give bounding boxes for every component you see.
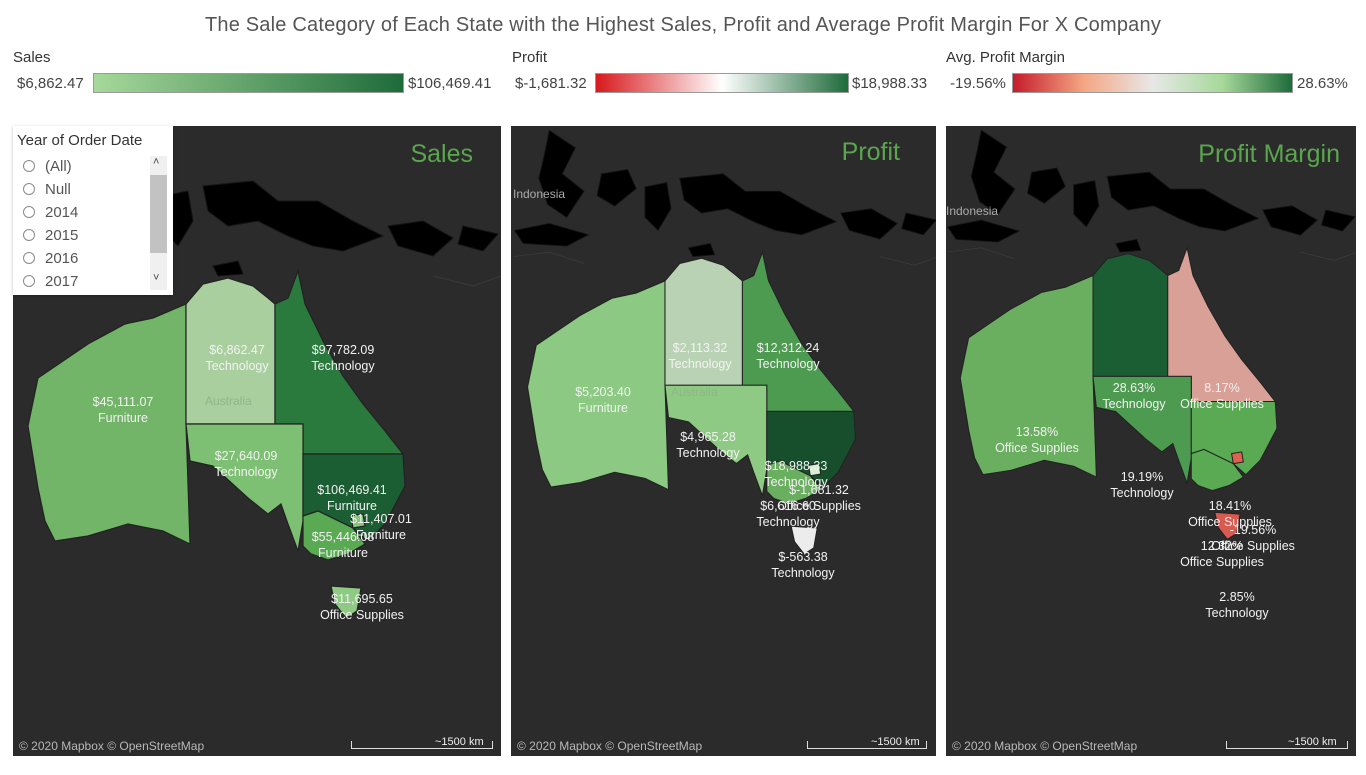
map-label: 13.58% Office Supplies [995, 425, 1079, 455]
region-tas[interactable] [790, 525, 818, 555]
sales-map-title: Sales [410, 140, 473, 168]
radio-button[interactable] [23, 252, 35, 264]
filter-option-null[interactable]: Null [23, 179, 71, 199]
region-wa[interactable] [526, 280, 670, 491]
filter-option-2017[interactable]: 2017 [23, 271, 78, 291]
margin-map-title: Profit Margin [1198, 140, 1340, 168]
map-label: $-563.38 Technology [771, 550, 835, 580]
scroll-up-icon[interactable]: ˄ [153, 156, 160, 168]
region-vic[interactable] [302, 510, 366, 561]
profit-legend-max: $18,988.33 [852, 75, 928, 92]
region-act[interactable] [1231, 451, 1244, 465]
profit-map-svg[interactable] [511, 126, 936, 756]
scale-label: ~1500 km [1288, 736, 1337, 748]
radio-button[interactable] [23, 160, 35, 172]
country-label: Australia [671, 385, 718, 399]
map-attribution[interactable]: © 2020 Mapbox © OpenStreetMap [517, 739, 703, 753]
region-vic[interactable] [766, 460, 822, 505]
map-label: $11,407.01 Furniture [350, 512, 412, 542]
year-filter-title: Year of Order Date [17, 132, 143, 149]
neighbor-country-label: Indonesia [946, 204, 999, 218]
radio-button[interactable] [23, 275, 35, 287]
region-vic[interactable] [1190, 448, 1245, 492]
radio-button[interactable] [23, 183, 35, 195]
map-label: 28.63% Technology [1102, 381, 1166, 411]
map-label: $55,446.08 Furniture [311, 530, 375, 560]
region-tas[interactable] [1214, 511, 1241, 540]
region-wa[interactable] [27, 303, 191, 545]
map-label: $2,113.32 Technology [668, 341, 732, 371]
filter-option-all[interactable]: (All) [23, 156, 72, 176]
year-filter: Year of Order Date (All) Null 2014 2015 … [13, 126, 173, 295]
region-act[interactable] [807, 462, 822, 477]
scale-label: ~1500 km [871, 736, 920, 748]
profit-map-panel[interactable]: Profit Indonesia Australia $2,113.32 Tech… [511, 126, 936, 756]
scroll-down-icon[interactable]: ˅ [153, 272, 160, 284]
map-label: $45,111.07 Furniture [92, 395, 154, 425]
margin-legend-max: 28.63% [1297, 75, 1348, 92]
map-label: $4,965.28 Technology [676, 430, 740, 460]
map-label: $97,782.09 Technology [311, 343, 375, 373]
margin-color-ramp [1012, 73, 1293, 93]
filter-scrollbar[interactable]: ˄ ˅ [150, 156, 167, 290]
filter-option-2014[interactable]: 2014 [23, 202, 78, 222]
map-label: $-1,681.32 Office Supplies [777, 483, 861, 513]
map-attribution[interactable]: © 2020 Mapbox © OpenStreetMap [952, 739, 1138, 753]
map-label: $6,862.47 Technology [205, 343, 269, 373]
map-label: 8.17% Office Supplies [1180, 381, 1264, 411]
map-label: -19.56% Office Supplies [1211, 523, 1295, 553]
margin-map-svg[interactable] [946, 126, 1356, 756]
filter-option-2015[interactable]: 2015 [23, 225, 78, 245]
scale-bar [1226, 741, 1348, 749]
profit-map-title: Profit [841, 138, 900, 166]
map-label: 2.85% Technology [1205, 590, 1269, 620]
country-label: Australia [205, 394, 252, 408]
map-label: $18,988.33 Technology [764, 459, 828, 489]
neighbor-country-label: Indonesia [513, 187, 566, 201]
region-tas[interactable] [330, 585, 362, 619]
map-label: 18.41% Office Supplies [1188, 499, 1272, 529]
scale-label: ~1500 km [435, 736, 484, 748]
map-label: 12.32% Office Supplies [1180, 539, 1264, 569]
scale-bar [351, 741, 493, 749]
radio-button[interactable] [23, 206, 35, 218]
sales-color-ramp [93, 73, 404, 93]
map-label: $12,312.24 Technology [756, 341, 820, 371]
radio-button[interactable] [23, 229, 35, 241]
sales-legend-label: Sales [13, 49, 51, 66]
sales-legend-max: $106,469.41 [408, 75, 492, 92]
region-sa[interactable] [185, 423, 304, 554]
margin-legend-min: -19.56% [950, 75, 1006, 92]
scrollbar-thumb[interactable] [150, 175, 167, 253]
profit-legend-min: $-1,681.32 [515, 75, 587, 92]
map-label: $11,695.65 Office Supplies [320, 592, 404, 622]
region-act[interactable] [350, 513, 366, 529]
dashboard-title: The Sale Category of Each State with the… [204, 14, 1162, 36]
scale-bar [807, 741, 927, 749]
map-label: $27,640.09 Technology [214, 449, 278, 479]
map-label: $6,616.60 Technology [756, 499, 820, 529]
profit-legend-label: Profit [512, 49, 548, 66]
map-label: $5,203.40 Furniture [575, 385, 631, 415]
filter-option-2016[interactable]: 2016 [23, 248, 78, 268]
profit-color-ramp [595, 73, 849, 93]
sales-legend-min: $6,862.47 [17, 75, 84, 92]
map-label: 19.19% Technology [1110, 470, 1174, 500]
sales-map-panel[interactable]: Sales Australia $6,862.47 Technology $97,… [13, 126, 501, 756]
region-nt[interactable] [1092, 253, 1169, 377]
map-label: $106,469.41 Furniture [317, 483, 387, 513]
map-attribution[interactable]: © 2020 Mapbox © OpenStreetMap [19, 739, 205, 753]
region-wa[interactable] [959, 274, 1097, 478]
margin-map-panel[interactable]: Profit Margin Indonesia 28.63% Technology… [946, 126, 1356, 756]
margin-legend-label: Avg. Profit Margin [946, 49, 1065, 66]
